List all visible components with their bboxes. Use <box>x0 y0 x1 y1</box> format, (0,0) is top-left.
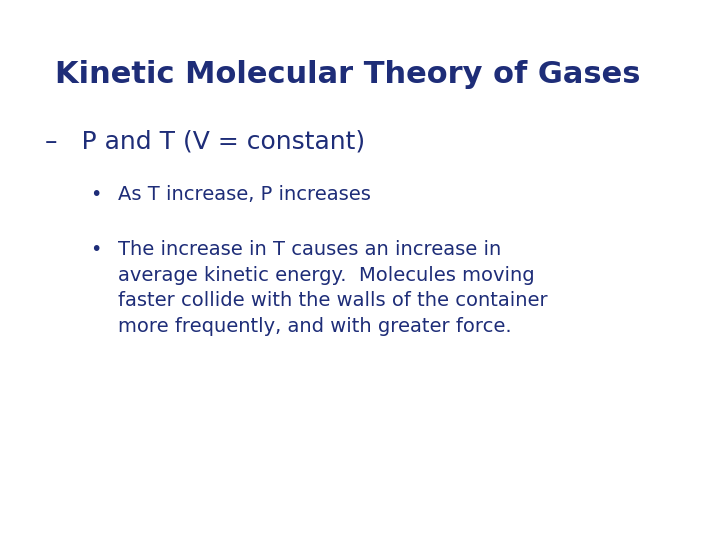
Text: As T increase, P increases: As T increase, P increases <box>118 185 371 204</box>
Text: Kinetic Molecular Theory of Gases: Kinetic Molecular Theory of Gases <box>55 60 641 89</box>
Text: •: • <box>90 185 102 204</box>
Text: •: • <box>90 240 102 259</box>
Text: The increase in T causes an increase in
average kinetic energy.  Molecules movin: The increase in T causes an increase in … <box>118 240 548 336</box>
Text: –   P and T (V = constant): – P and T (V = constant) <box>45 130 365 154</box>
